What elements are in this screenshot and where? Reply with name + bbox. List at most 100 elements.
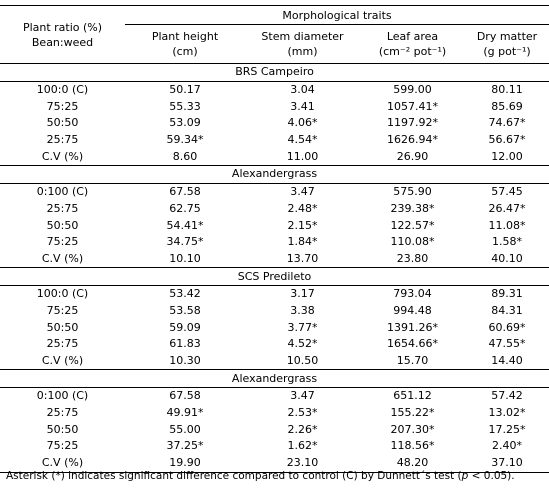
value-cell: 599.00	[393, 83, 432, 97]
data-row: 100:0 (C) 50.17 3.04 599.00 80.11	[0, 81, 549, 98]
ratio-cell: 25:75	[46, 133, 79, 147]
value-cell: 23.10	[286, 456, 319, 470]
value-cell: 53.58	[169, 303, 201, 317]
value-cell: 59.34*	[166, 133, 204, 147]
value-cell: 10.30	[169, 354, 201, 368]
column-header: Dry matter (g pot⁻¹)	[465, 24, 549, 64]
value-cell: 3.47	[290, 389, 315, 403]
value-cell: 3.38	[290, 303, 315, 317]
value-cell: 651.12	[393, 389, 432, 403]
value-cell: 4.52*	[287, 337, 318, 351]
group-row: Alexandergrass	[0, 165, 549, 184]
value-cell: 26.90	[396, 149, 429, 163]
data-row: 25:75 49.91* 2.53* 155.22* 13.02*	[0, 405, 549, 422]
data-row: 75:25 53.58 3.38 994.48 84.31	[0, 303, 549, 320]
value-cell: 10.10	[169, 251, 201, 265]
value-cell: 994.48	[393, 303, 432, 317]
ratio-header: Plant ratio (%) Bean:weed	[0, 5, 125, 64]
footnote-text: < 0.05).	[468, 470, 515, 482]
value-cell: 56.67*	[488, 133, 526, 147]
data-row: 50:50 53.09 4.06* 1197.92* 74.67*	[0, 115, 549, 132]
column-name: Stem diameter	[261, 30, 344, 43]
value-cell: 89.31	[491, 287, 523, 301]
column-unit: (cm)	[172, 45, 198, 58]
value-cell: 55.33	[169, 99, 201, 113]
ratio-cell: C.V (%)	[41, 251, 84, 265]
group-title: Alexandergrass	[0, 369, 549, 389]
data-row: C.V (%) 10.10 13.70 23.80 40.10	[0, 251, 549, 268]
value-cell: 793.04	[393, 287, 432, 301]
footnote-text: Asterisk (*) indicates significant diffe…	[6, 470, 462, 482]
data-row: 75:25 34.75* 1.84* 110.08* 1.58*	[0, 234, 549, 251]
value-cell: 12.00	[491, 149, 523, 163]
group-row: BRS Campeiro	[0, 63, 549, 82]
value-cell: 55.00	[169, 422, 201, 436]
column-unit: (g pot⁻¹)	[483, 45, 531, 58]
value-cell: 1626.94*	[387, 133, 438, 147]
value-cell: 10.50	[286, 354, 319, 368]
header-text: Bean:weed	[31, 35, 94, 49]
value-cell: 11.08*	[488, 218, 526, 232]
value-cell: 155.22*	[390, 406, 435, 420]
value-cell: 2.40*	[492, 439, 523, 453]
ratio-cell: 50:50	[46, 218, 79, 232]
column-header: Stem diameter (mm)	[245, 24, 360, 64]
value-cell: 67.58	[169, 389, 201, 403]
ratio-cell: 25:75	[46, 406, 79, 420]
data-row: 75:25 55.33 3.41 1057.41* 85.69	[0, 98, 549, 115]
value-cell: 48.20	[396, 456, 429, 470]
value-cell: 57.45	[491, 185, 523, 199]
value-cell: 3.41	[290, 99, 315, 113]
data-row: C.V (%) 19.90 23.10 48.20 37.10	[0, 455, 549, 472]
value-cell: 13.70	[286, 251, 319, 265]
value-cell: 13.02*	[488, 406, 526, 420]
footnote: Asterisk (*) indicates significant diffe…	[6, 470, 515, 482]
ratio-cell: 25:75	[46, 337, 79, 351]
value-cell: 62.75	[169, 201, 201, 215]
data-row: 50:50 59.09 3.77* 1391.26* 60.69*	[0, 319, 549, 336]
value-cell: 239.38*	[390, 201, 435, 215]
value-cell: 74.67*	[488, 116, 526, 130]
value-cell: 57.42	[491, 389, 523, 403]
value-cell: 2.53*	[287, 406, 318, 420]
value-cell: 59.09	[169, 320, 201, 334]
value-cell: 61.83	[169, 337, 201, 351]
value-cell: 4.06*	[287, 116, 318, 130]
value-cell: 47.55*	[488, 337, 526, 351]
data-row: 25:75 62.75 2.48* 239.38* 26.47*	[0, 201, 549, 218]
value-cell: 54.41*	[166, 218, 204, 232]
value-cell: 575.90	[393, 185, 432, 199]
ratio-cell: 0:100 (C)	[36, 389, 89, 403]
column-name: Plant height	[151, 30, 219, 43]
group-title: Alexandergrass	[0, 165, 549, 184]
value-cell: 3.77*	[287, 320, 318, 334]
data-row: 100:0 (C) 53.42 3.17 793.04 89.31	[0, 285, 549, 302]
value-cell: 50.17	[169, 83, 201, 97]
data-row: 75:25 37.25* 1.62* 118.56* 2.40*	[0, 438, 549, 455]
data-row: 50:50 54.41* 2.15* 122.57* 11.08*	[0, 217, 549, 234]
value-cell: 1197.92*	[387, 116, 438, 130]
column-unit: (mm)	[287, 45, 318, 58]
data-row: C.V (%) 8.60 11.00 26.90 12.00	[0, 148, 549, 165]
value-cell: 19.90	[169, 456, 201, 470]
ratio-cell: 75:25	[46, 303, 79, 317]
value-cell: 67.58	[169, 185, 201, 199]
value-cell: 3.17	[290, 287, 315, 301]
column-name: Leaf area	[386, 30, 439, 43]
value-cell: 2.15*	[287, 218, 318, 232]
value-cell: 1.84*	[287, 235, 318, 249]
ratio-cell: 100:0 (C)	[36, 287, 89, 301]
value-cell: 80.11	[491, 83, 523, 97]
column-name: Dry matter	[476, 30, 538, 43]
group-title: BRS Campeiro	[0, 63, 549, 82]
ratio-cell: 75:25	[46, 235, 79, 249]
value-cell: 53.42	[169, 287, 201, 301]
ratio-cell: 50:50	[46, 116, 79, 130]
value-cell: 84.31	[491, 303, 523, 317]
group-row: Alexandergrass	[0, 369, 549, 389]
group-row: SCS Predileto	[0, 267, 549, 286]
ratio-cell: C.V (%)	[41, 456, 84, 470]
value-cell: 118.56*	[390, 439, 435, 453]
value-cell: 4.54*	[287, 133, 318, 147]
